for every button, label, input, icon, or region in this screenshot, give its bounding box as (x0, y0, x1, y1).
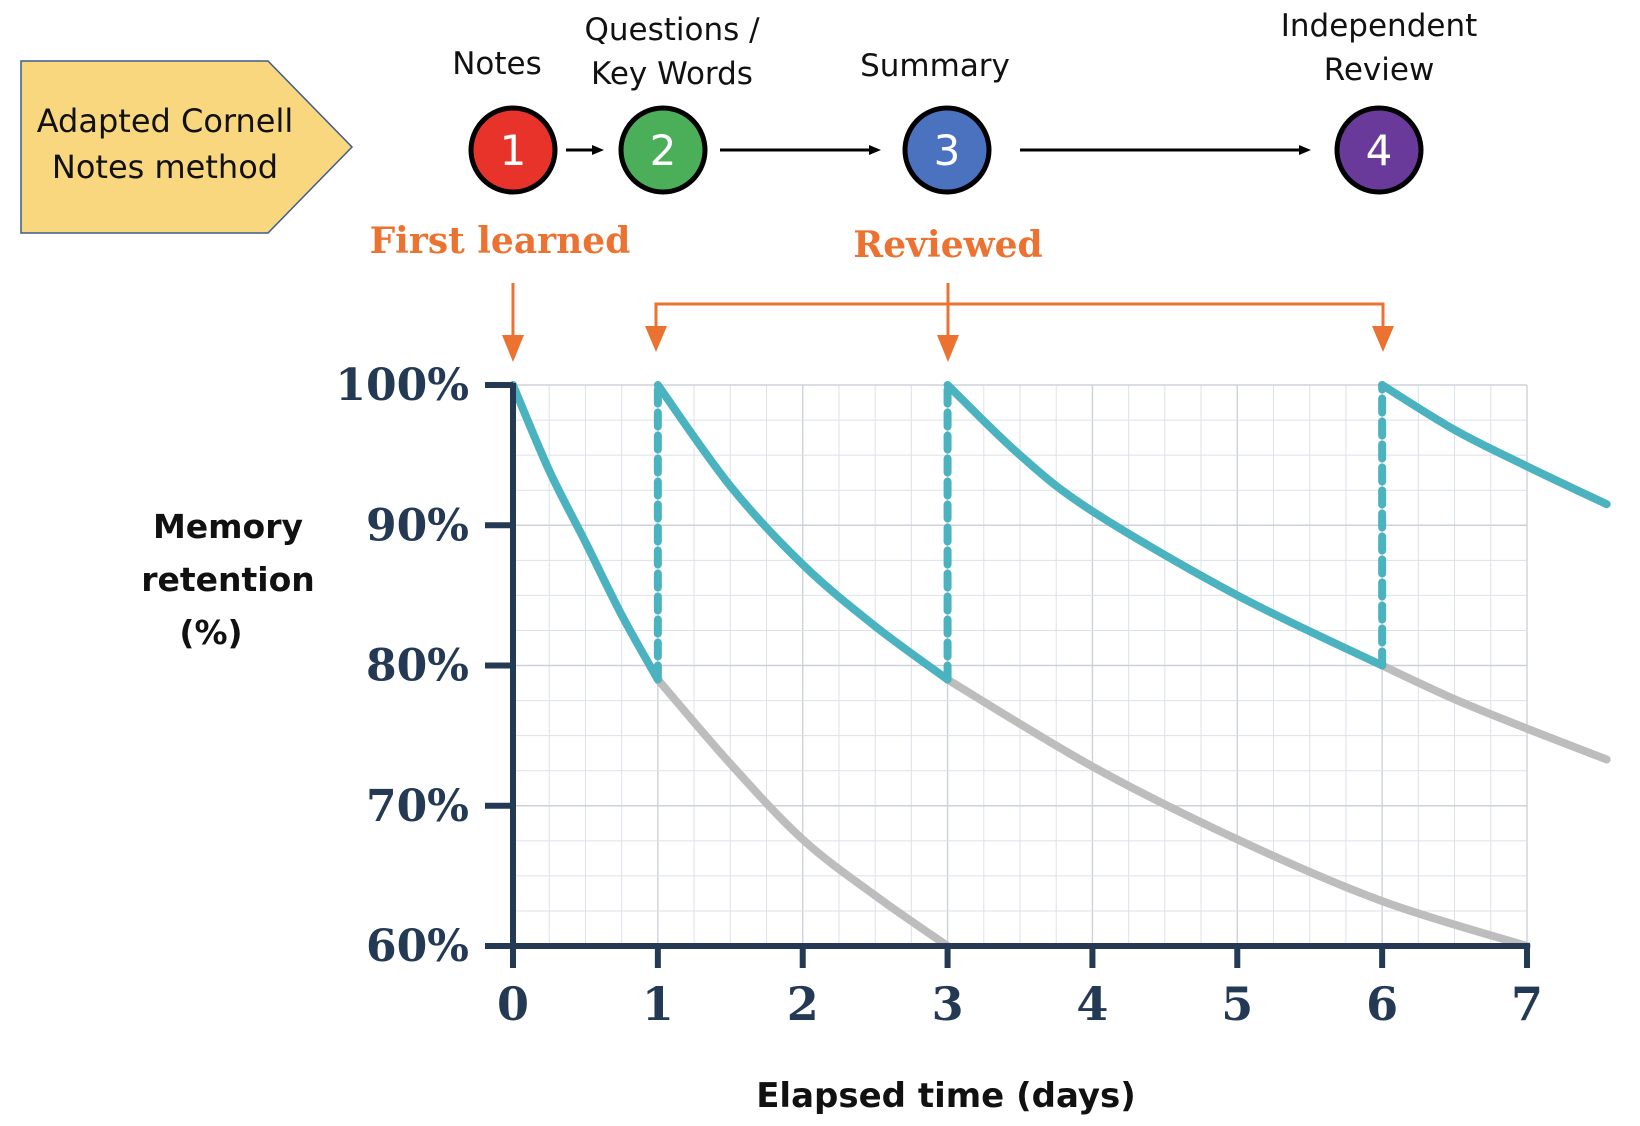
x-tick-label: 6 (1366, 977, 1398, 1031)
step-3-circle (902, 105, 992, 195)
step-3-label: Summary (860, 48, 1010, 84)
step-3-number: 3 (934, 126, 961, 175)
retained-curve-2 (653, 381, 952, 684)
review-arrows (502, 283, 1394, 362)
step-2-circle (618, 105, 708, 195)
step-2-label: Questions / Key Words (584, 12, 760, 92)
step-1-circle (468, 105, 558, 195)
x-tick-label: 0 (497, 977, 529, 1031)
step-4-number: 4 (1366, 126, 1393, 175)
y-tick-label: 80% (366, 641, 469, 692)
step-4-label: Independent Review (1280, 8, 1478, 88)
x-tick-label: 3 (932, 977, 964, 1031)
first-learned-label: First learned (369, 220, 631, 262)
first-learned-arrowhead (502, 335, 524, 362)
x-tick-label: 5 (1221, 977, 1253, 1031)
review-arrowhead-day3 (937, 335, 959, 362)
x-tick-label: 4 (1076, 977, 1108, 1031)
y-axis-label-line-3: (%) (179, 613, 243, 652)
y-tick-label: 60% (366, 921, 469, 972)
grid (512, 384, 1528, 947)
y-tick-label: 90% (366, 500, 469, 551)
reviewed-bracket (654, 302, 1385, 337)
forgotten-curve-2 (943, 675, 1531, 950)
step-arrows (566, 145, 1311, 155)
x-axis-label: Elapsed time (days) (756, 1076, 1136, 1116)
step-2-number: 2 (650, 126, 677, 175)
y-axis-label: Memory retention (%) (128, 500, 328, 659)
step-4-circle (1334, 105, 1424, 195)
y-tick-label: 70% (366, 781, 469, 832)
retention-chart: 60% 70% 80% 90% 100% 0 1 2 3 4 5 6 7 (335, 360, 1611, 1031)
review-arrowhead-day1 (645, 326, 667, 352)
reviewed-label: Reviewed (853, 224, 1043, 266)
retained-curve-4 (1378, 381, 1611, 509)
review-arrowhead-day6 (1372, 326, 1394, 352)
method-arrow-box (20, 60, 354, 234)
retained-curve-3 (943, 381, 1387, 670)
x-tick-label: 2 (787, 977, 819, 1031)
y-tick-label: 100% (335, 360, 469, 411)
arrow-1-2-head (592, 145, 604, 155)
forgotten-curve-1 (653, 675, 952, 950)
step-1-number: 1 (500, 126, 527, 175)
method-label: Adapted Cornell Notes method (36, 102, 294, 186)
y-axis-label-line-2: retention (141, 560, 315, 599)
y-axis-label-line-1: Memory (152, 507, 304, 546)
arrow-2-3-head (869, 145, 881, 155)
step-1-label: Notes (452, 46, 542, 82)
forgotten-curve-3 (1378, 661, 1611, 764)
arrow-3-4-head (1299, 145, 1311, 155)
retained-curve-1 (509, 381, 662, 684)
x-tick-label: 7 (1511, 977, 1543, 1031)
x-tick-label: 1 (642, 977, 674, 1031)
